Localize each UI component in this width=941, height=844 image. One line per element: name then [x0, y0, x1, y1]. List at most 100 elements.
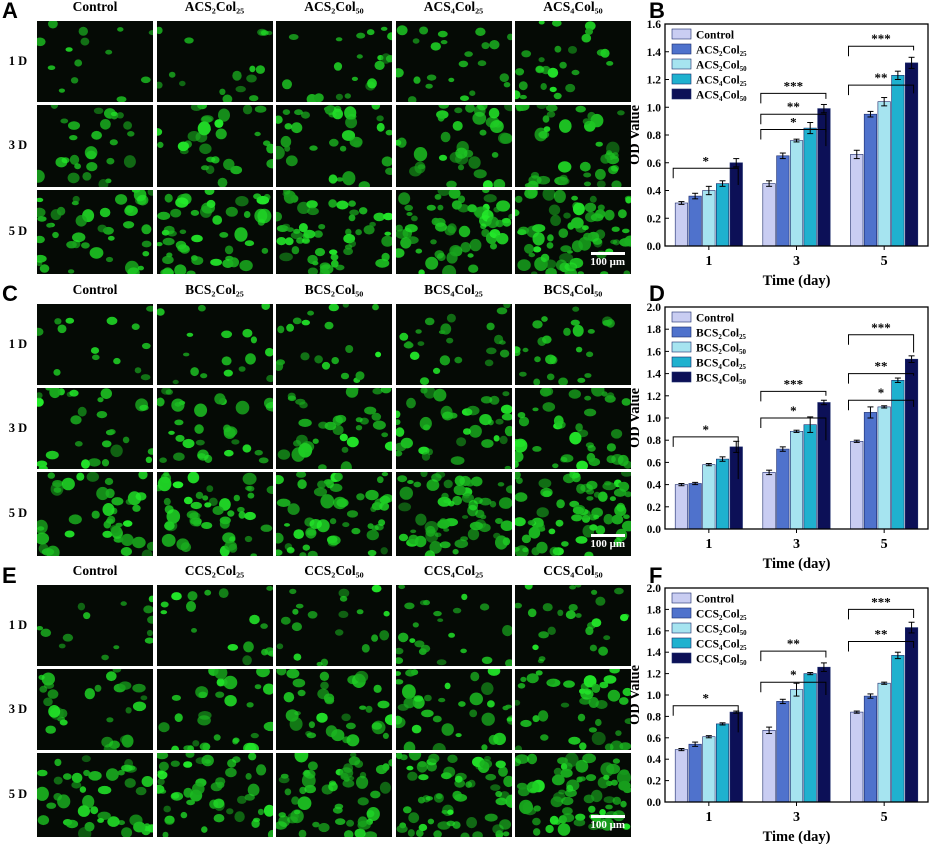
y-tick-label: 1.6: [647, 20, 662, 31]
significance-label: ***: [871, 594, 891, 609]
bar: [803, 127, 817, 247]
scale-bar: 100 μm: [590, 815, 625, 831]
significance-label: **: [787, 636, 800, 651]
significance-label: *: [878, 385, 885, 400]
y-tick-label: 0.2: [647, 776, 662, 788]
micrograph-tile: [276, 304, 392, 385]
x-tick-label: 3: [793, 254, 800, 269]
bar: [891, 380, 905, 530]
micrograph-tile: [37, 669, 153, 750]
y-axis-label: OD Value: [630, 104, 643, 165]
legend-swatch: [671, 592, 692, 604]
micrograph-tile: [276, 105, 392, 187]
micrograph-tile: [37, 190, 153, 274]
legend-swatch: [671, 652, 692, 664]
micrograph-tile: 100 μm: [515, 753, 631, 837]
panel-letter-e: E: [2, 563, 17, 588]
column-header: CCS₄Col₅₀: [543, 563, 603, 578]
bar: [863, 412, 877, 530]
bar: [863, 695, 877, 803]
significance-bracket: [672, 705, 739, 733]
y-tick-label: 0.8: [647, 435, 662, 447]
legend-label: Control: [696, 594, 734, 606]
micrograph-tile: [395, 21, 512, 102]
bar: [877, 101, 891, 247]
significance-label: **: [875, 70, 888, 85]
panel-letter-a: A: [2, 0, 18, 23]
y-tick-label: 1.2: [647, 669, 662, 681]
significance-bracket: [760, 129, 827, 147]
y-tick-label: 0.4: [647, 480, 662, 492]
column-header: BCS₂Col₅₀: [304, 282, 364, 297]
bar: [716, 183, 730, 247]
y-tick-label: 1.2: [647, 75, 662, 87]
bar: [688, 743, 702, 803]
micrograph-tile: [276, 21, 392, 102]
bar: [803, 424, 817, 530]
significance-bracket: [848, 608, 915, 620]
bar: [702, 736, 716, 803]
significance-bracket: [848, 45, 915, 57]
od-bar-chart-d: ***********0.00.20.40.60.81.01.21.41.61.…: [630, 303, 929, 572]
significance-label: ***: [871, 320, 891, 335]
micrograph-tile: [276, 753, 392, 837]
bar: [803, 673, 817, 803]
significance-label: *: [702, 691, 709, 706]
bar: [762, 730, 776, 803]
significance-label: *: [702, 153, 709, 168]
bar: [688, 483, 702, 530]
significance-label: *: [790, 115, 797, 130]
micrograph-tile: [156, 105, 273, 187]
y-tick-label: 1.0: [647, 413, 662, 425]
row-label: 5 D: [8, 506, 28, 520]
row-label: 1 D: [8, 53, 28, 68]
bar: [850, 711, 864, 803]
significance-bracket: [760, 681, 827, 695]
bar: [776, 701, 790, 803]
x-tick-label: 3: [793, 810, 800, 825]
micrograph-grid-e: Control CCS₂Col₂₅ CCS₂Col₅₀ CCS₄Col₂₅ CCS₄Co…: [9, 563, 631, 837]
micrograph-tile: [156, 753, 273, 837]
bar: [891, 655, 905, 803]
significance-bracket: [760, 650, 827, 662]
legend-label: ACS₂Col₅₀: [696, 60, 747, 72]
panel-letter-d: D: [649, 281, 665, 306]
scale-bar: 100 μm: [590, 534, 625, 550]
panel-letter-f: F: [649, 563, 663, 588]
bar: [776, 448, 790, 530]
micrograph-tile: [395, 753, 512, 837]
micrograph-tile: [276, 472, 392, 556]
panel-letter-c: C: [2, 281, 18, 306]
column-header: ACS₂Col₂₅: [184, 0, 245, 14]
micrograph-tile: [156, 21, 273, 102]
y-tick-label: 1.6: [647, 346, 662, 358]
micrograph-tile: [276, 190, 392, 274]
legend-label: ACS₄Col₅₀: [696, 90, 747, 102]
legend-label: BCS₄Col₂₅: [696, 358, 747, 370]
significance-bracket: [848, 334, 915, 353]
significance-bracket: [760, 92, 827, 104]
bar: [762, 472, 776, 530]
od-bar-chart-f: *********0.00.20.40.60.81.01.21.41.61.82…: [630, 584, 929, 844]
legend-swatch: [671, 43, 692, 55]
legend-label: BCS₂Col₅₀: [696, 343, 747, 355]
y-tick-label: 2.0: [647, 584, 662, 595]
x-tick-label: 3: [793, 537, 800, 552]
micrograph-tile: [395, 472, 512, 556]
micrograph-tile: [37, 585, 153, 666]
significance-label: ***: [871, 31, 891, 46]
micrograph-tile: [276, 585, 392, 666]
legend-label: ACS₂Col₂₅: [696, 45, 747, 57]
x-tick-label: 1: [705, 810, 712, 825]
bar: [716, 458, 730, 530]
scale-bar-label: 100 μm: [590, 256, 625, 268]
micrograph-tile: [37, 388, 153, 469]
x-tick-label: 5: [881, 537, 888, 552]
column-header: CCS₂Col₂₅: [184, 563, 245, 578]
legend-swatch: [671, 371, 692, 383]
micrograph-tile: [395, 105, 512, 187]
x-axis-label: Time (day): [763, 829, 831, 844]
micrograph-tile: [156, 388, 273, 469]
row-label: 5 D: [8, 224, 28, 238]
od-bar-chart-b: ************0.00.20.40.60.81.01.21.41.61…: [630, 20, 929, 289]
